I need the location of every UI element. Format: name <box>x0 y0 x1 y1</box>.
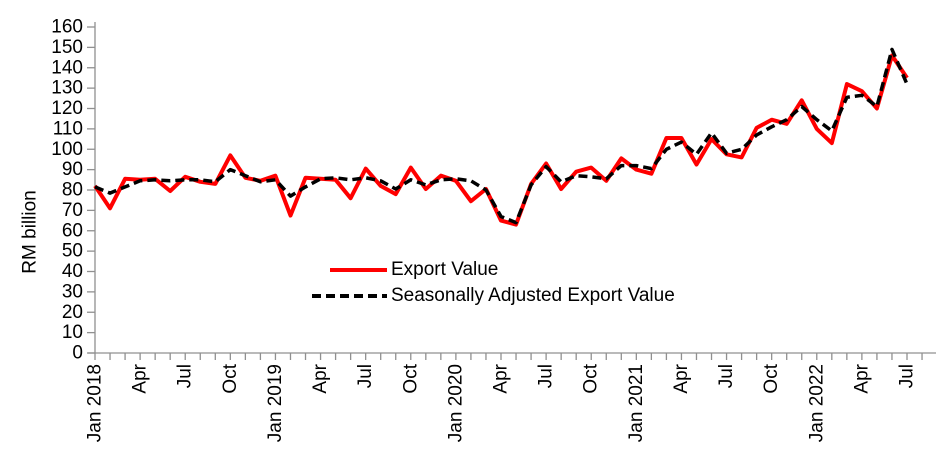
x-tick-label: Jan 2022 <box>806 364 827 442</box>
x-tick-label: Jul <box>355 364 376 388</box>
x-tick-label: Apr <box>310 363 331 393</box>
x-tick-label: Apr <box>130 363 151 393</box>
y-tick-label: 50 <box>62 241 83 262</box>
seasonally-adjusted-export-value-line <box>94 47 909 225</box>
y-tick-label: 20 <box>62 302 83 323</box>
y-tick-label: 60 <box>62 220 83 241</box>
x-tick-label: Jul <box>175 364 196 388</box>
x-tick-label: Oct <box>400 363 421 393</box>
legend-label-export-value: Export Value <box>391 259 499 280</box>
seasonally-adjusted-line-swatch <box>312 293 387 298</box>
dashed-line-icon <box>312 293 387 298</box>
x-tick-label: Jul <box>716 364 737 388</box>
y-tick-label: 120 <box>51 98 83 119</box>
x-tick-label: Apr <box>851 363 872 393</box>
x-tick-label: Oct <box>581 363 602 393</box>
x-tick-label: Apr <box>491 363 512 393</box>
export-value-line-swatch <box>312 267 387 272</box>
y-tick-label: 80 <box>62 180 83 201</box>
x-tick-label: Oct <box>220 363 241 393</box>
x-tick-label: Oct <box>761 363 782 393</box>
y-tick-label: 40 <box>62 261 83 282</box>
y-tick-label: 160 <box>51 17 83 38</box>
legend-item-seasonally-adjusted: Seasonally Adjusted Export Value <box>312 285 675 306</box>
export-value-line <box>93 53 909 227</box>
x-tick-label: Apr <box>671 363 692 393</box>
y-tick-label: 100 <box>51 139 83 160</box>
y-tick-label: 90 <box>62 159 83 180</box>
y-tick-label: 140 <box>51 57 83 78</box>
y-tick-label: 150 <box>51 37 83 58</box>
legend: Export Value Seasonally Adjusted Export … <box>312 259 675 306</box>
y-axis-title: RM billion <box>20 190 41 273</box>
y-tick-label: 30 <box>62 281 83 302</box>
y-tick-label: 70 <box>62 200 83 221</box>
solid-line-icon <box>330 267 387 272</box>
legend-label-seasonally-adjusted: Seasonally Adjusted Export Value <box>391 285 675 306</box>
x-tick-label: Jul <box>897 364 918 388</box>
x-tick-label: Jul <box>536 364 557 388</box>
x-tick-label: Jan 2021 <box>626 364 647 442</box>
x-tick-label: Jan 2019 <box>265 364 286 442</box>
y-tick-label: 0 <box>72 343 83 364</box>
y-tick-label: 10 <box>62 322 83 343</box>
x-tick-label: Jan 2018 <box>85 364 106 442</box>
legend-item-export-value: Export Value <box>312 259 675 280</box>
y-tick-label: 110 <box>53 118 83 139</box>
x-tick-label: Jan 2020 <box>445 364 466 442</box>
y-tick-label: 130 <box>51 78 83 99</box>
